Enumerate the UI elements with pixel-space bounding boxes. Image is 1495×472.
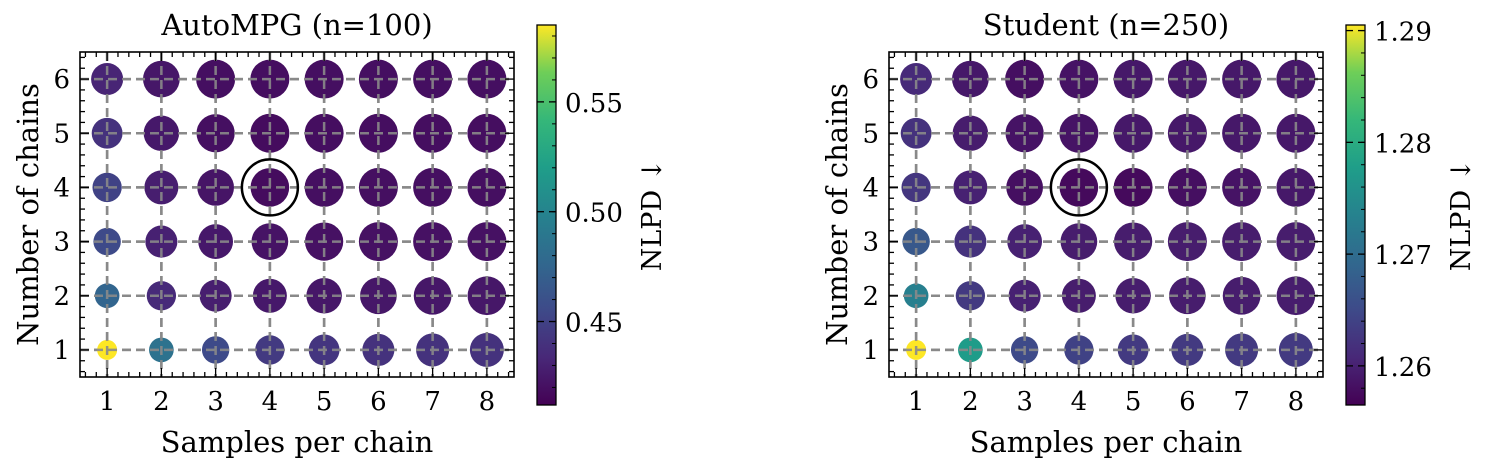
grid-lines-overlay xyxy=(80,52,514,377)
data-points xyxy=(91,59,507,367)
y-axis-label: Number of chains xyxy=(820,83,854,346)
data-point xyxy=(900,117,932,149)
colorbar-gradient xyxy=(1345,24,1366,406)
highlight-ring xyxy=(240,158,300,217)
y-tick-label: 6 xyxy=(862,65,879,95)
data-point xyxy=(1006,169,1043,206)
x-tick-label: 3 xyxy=(207,387,224,417)
x-tick-label: 7 xyxy=(424,387,441,417)
colorbar: 1.26 1.27 1.28 1.29 NLPD ↓ xyxy=(1345,18,1477,406)
y-tick-label: 4 xyxy=(53,173,70,203)
y-tick-label: 5 xyxy=(53,119,70,149)
data-point xyxy=(900,63,933,96)
data-point xyxy=(91,117,123,149)
axes-frame xyxy=(79,51,515,378)
x-tick-label: 2 xyxy=(153,387,170,417)
colorbar-tick-label: 0.45 xyxy=(565,309,623,339)
y-tick-label: 2 xyxy=(862,282,879,312)
data-point xyxy=(952,60,989,98)
colorbar-tick-label: 0.50 xyxy=(565,199,623,229)
data-point xyxy=(196,59,236,99)
grid-lines xyxy=(80,52,514,377)
colorbar-label: NLPD ↓ xyxy=(637,159,668,272)
x-tick-label: 4 xyxy=(262,387,279,417)
grid-lines xyxy=(889,52,1323,377)
colorbar-tick-label: 1.29 xyxy=(1374,18,1432,48)
colorbar-tick-label: 0.55 xyxy=(565,89,623,119)
data-point xyxy=(92,172,122,203)
colorbar: 0.45 0.50 0.55 NLPD ↓ xyxy=(536,24,668,406)
data-point xyxy=(1005,114,1044,153)
axes-frame xyxy=(888,51,1324,378)
y-axis-label: Number of chains xyxy=(11,83,45,346)
x-tick-label: 3 xyxy=(1016,387,1033,417)
colorbar-tick-label: 1.26 xyxy=(1374,353,1432,383)
x-axis-label: Samples per chain xyxy=(161,425,434,459)
x-tick-label: 6 xyxy=(1179,387,1196,417)
x-tick-label: 7 xyxy=(1233,387,1250,417)
data-point xyxy=(144,170,179,205)
y-tick-label: 1 xyxy=(862,336,879,366)
x-axis-label: Samples per chain xyxy=(970,425,1243,459)
y-tick-label: 2 xyxy=(53,282,70,312)
x-tick-label: 2 xyxy=(962,387,979,417)
data-point xyxy=(143,115,180,152)
chart-title: Student (n=250) xyxy=(983,8,1229,42)
y-tick-label: 3 xyxy=(862,228,879,258)
chart-panel-1: AutoMPG (n=100) 1 2 3 4 5 6 7 8 1 2 3 4 5 6 Samples per… xyxy=(11,8,668,459)
x-tick-label: 5 xyxy=(316,387,333,417)
colorbar-label: NLPD ↓ xyxy=(1446,159,1477,272)
data-point xyxy=(197,169,234,206)
x-tick-label: 5 xyxy=(1125,387,1142,417)
axis-ticks xyxy=(889,52,1323,377)
colorbar-tick-label: 1.28 xyxy=(1374,129,1432,159)
y-tick-label: 5 xyxy=(862,119,879,149)
y-tick-label: 3 xyxy=(53,228,70,258)
x-tick-label: 1 xyxy=(99,387,116,417)
chart-title: AutoMPG (n=100) xyxy=(160,8,432,42)
data-point xyxy=(143,60,180,98)
x-tick-label: 6 xyxy=(370,387,387,417)
data-point xyxy=(91,63,124,96)
x-tick-label: 4 xyxy=(1071,387,1088,417)
data-point xyxy=(901,172,931,203)
x-tick-label: 1 xyxy=(908,387,925,417)
y-tick-label: 6 xyxy=(53,65,70,95)
y-tick-label: 4 xyxy=(862,173,879,203)
data-point xyxy=(952,115,989,152)
colorbar-gradient xyxy=(536,24,557,406)
x-tick-label: 8 xyxy=(479,387,496,417)
y-tick-label: 1 xyxy=(53,336,70,366)
colorbar-tick-label: 1.27 xyxy=(1374,241,1432,271)
data-point xyxy=(1005,59,1045,99)
data-points xyxy=(900,59,1316,367)
data-point xyxy=(953,170,988,205)
highlight-ring xyxy=(1049,158,1109,217)
axis-ticks xyxy=(80,52,514,377)
x-tick-label: 8 xyxy=(1288,387,1305,417)
grid-lines-overlay xyxy=(889,52,1323,377)
data-point xyxy=(196,114,235,153)
chart-panel-2: Student (n=250) 1 2 3 4 5 6 7 8 1 2 3 4 5 6 Samples per… xyxy=(820,8,1477,459)
